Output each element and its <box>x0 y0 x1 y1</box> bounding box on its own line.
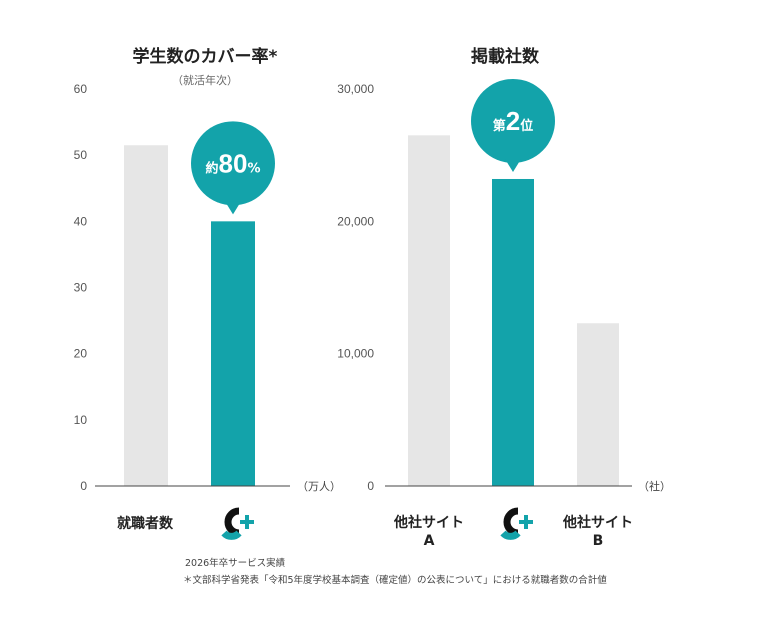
y-tick-label: 30 <box>74 281 88 295</box>
chart-1-y-ticks: 0 10 20 30 40 50 60 <box>74 82 88 493</box>
chart-2-callout: 第2位 <box>471 78 555 172</box>
chart-2-category-labels: 他社サイト A 他社サイト B <box>393 514 633 549</box>
category-label: A <box>424 533 435 549</box>
y-tick-label: 20 <box>74 347 88 361</box>
callout-suffix: % <box>247 161 260 176</box>
category-label: 他社サイト <box>562 514 633 531</box>
chart-1-subtitle: （就活年次） <box>172 73 238 87</box>
callout-bubble <box>191 121 275 206</box>
y-tick-label: 30,000 <box>337 82 374 96</box>
y-tick-label: 40 <box>74 214 88 228</box>
callout-pointer <box>225 201 241 215</box>
y-tick-label: 10,000 <box>337 347 374 361</box>
chart-1-category-label: 就職者数 <box>117 515 174 532</box>
bar <box>124 145 168 486</box>
y-tick-label: 0 <box>80 479 87 493</box>
chart-1-title: 学生数のカバー率* <box>133 46 278 67</box>
y-tick-label: 50 <box>74 148 88 162</box>
callout-prefix: 第 <box>493 118 506 134</box>
chart-2-title: 掲載社数 <box>471 46 540 67</box>
chart-1-bars <box>124 145 255 487</box>
category-label: 他社サイト <box>393 514 464 531</box>
callout-pointer <box>505 158 521 172</box>
callout-suffix: 位 <box>520 118 533 134</box>
y-tick-label: 60 <box>74 82 88 96</box>
callout-bubble <box>471 78 555 163</box>
footnote-source: ＊文部科学省発表「令和5年度学校基本調査（確定値）の公表について」における就職者… <box>183 574 607 586</box>
cplus-logo-icon <box>500 507 533 540</box>
bar <box>577 323 619 486</box>
cplus-logo-icon <box>221 507 254 540</box>
y-tick-label: 10 <box>74 413 88 427</box>
y-tick-label: 0 <box>367 479 374 493</box>
chart-1: 学生数のカバー率* （就活年次） 0 10 20 30 40 50 60 （万人） 約80%… <box>74 46 341 540</box>
bar-highlight <box>211 221 255 487</box>
callout-prefix: 約 <box>206 160 219 176</box>
y-tick-label: 20,000 <box>337 214 374 228</box>
chart-2-y-ticks: 0 10,000 20,000 30,000 <box>337 82 374 493</box>
callout-text: 第2位 <box>493 106 534 136</box>
category-label: B <box>593 533 604 549</box>
bar <box>408 135 450 487</box>
footnote-service: 2026年卒サービス実績 <box>185 557 286 569</box>
chart-1-callout: 約80% <box>191 121 275 215</box>
bar-highlight <box>492 178 534 486</box>
chart-2-unit: （社） <box>638 479 671 493</box>
chart-2-bars <box>408 135 619 487</box>
callout-value: 2 <box>506 106 520 136</box>
callout-text: 約80% <box>206 148 261 178</box>
chart-1-unit: （万人） <box>297 480 341 493</box>
callout-value: 80 <box>219 148 248 178</box>
